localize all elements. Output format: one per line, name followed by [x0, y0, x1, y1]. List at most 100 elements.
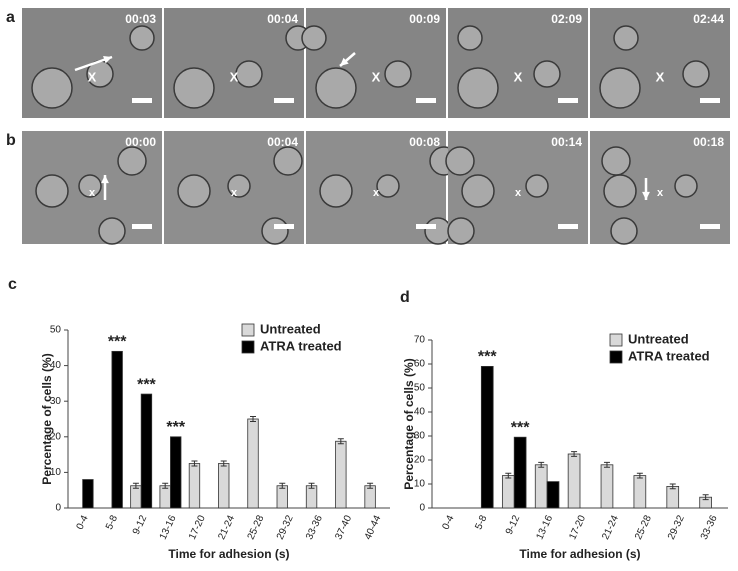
bar [513, 436, 527, 509]
cell [376, 174, 400, 198]
cell [235, 60, 263, 88]
x-tick-label: 29-32 [275, 513, 296, 541]
y-tick-label: 20 [50, 431, 62, 442]
significance-label: *** [511, 419, 530, 436]
y-axis-title: Percentage of cells (%) [402, 358, 416, 489]
scale-bar [274, 98, 294, 103]
bar [140, 393, 153, 509]
cell [98, 217, 126, 245]
cell [613, 25, 639, 51]
cell [601, 146, 631, 176]
bar [247, 418, 259, 509]
cell [384, 60, 412, 88]
cell [261, 217, 289, 245]
x-axis-title: Time for adhesion (s) [168, 547, 289, 561]
cell [682, 60, 710, 88]
timestamp: 00:14 [551, 135, 582, 149]
scale-bar [132, 98, 152, 103]
cell [31, 67, 73, 109]
bar [159, 485, 171, 509]
x-tick-label: 29-32 [666, 513, 687, 541]
significance-label: *** [137, 376, 156, 393]
error-bar [337, 438, 344, 445]
x-tick-label: 9-12 [504, 513, 523, 536]
x-tick-label: 25-28 [633, 513, 654, 541]
x-tick-label: 17-20 [187, 513, 208, 541]
bar [600, 464, 614, 509]
bar [567, 453, 581, 509]
scale-bar [700, 224, 720, 229]
x-tick-label: 17-20 [567, 513, 588, 541]
y-tick-label: 60 [414, 359, 426, 370]
cell [35, 174, 69, 208]
x-tick-label: 5-8 [473, 513, 489, 531]
arrow-head [340, 57, 349, 66]
error-bar [505, 472, 512, 479]
cell-marker: x [231, 187, 238, 199]
cell [129, 25, 155, 51]
cell-marker: x [373, 187, 380, 199]
y-tick-label: 70 [414, 335, 426, 346]
x-axis-title: Time for adhesion (s) [519, 547, 640, 561]
x-tick-label: 21-24 [600, 513, 621, 541]
cell-marker: X [372, 69, 381, 84]
bar [276, 485, 288, 509]
legend-swatch [241, 340, 255, 354]
cell [525, 174, 549, 198]
x-tick-label: 25-28 [246, 513, 267, 541]
cell [301, 25, 327, 51]
scale-bar [274, 224, 294, 229]
cell [424, 217, 452, 245]
cell-marker: x [89, 187, 96, 199]
scale-bar [558, 224, 578, 229]
error-bar [191, 460, 198, 467]
x-tick-label: 37-40 [333, 513, 354, 541]
legend-swatch [609, 350, 623, 364]
cell [674, 174, 698, 198]
error-bar [367, 482, 374, 489]
panel-label: b [6, 132, 16, 149]
x-tick-label: 9-12 [131, 513, 150, 536]
y-axis-title: Percentage of cells (%) [40, 353, 54, 484]
cell [315, 67, 357, 109]
error-bar [636, 472, 643, 479]
scale-bar [416, 224, 436, 229]
error-bar [279, 482, 286, 489]
error-bar [669, 483, 676, 490]
cell [603, 174, 637, 208]
panel-label: a [6, 9, 15, 26]
y-tick-label: 30 [50, 396, 62, 407]
timestamp: 00:04 [267, 12, 298, 26]
bar [666, 485, 680, 509]
scale-bar [700, 98, 720, 103]
error-bar [250, 416, 257, 422]
cell [610, 217, 638, 245]
y-tick-label: 50 [414, 383, 426, 394]
legend-swatch [241, 323, 255, 337]
error-bar [538, 461, 545, 468]
cell [173, 67, 215, 109]
significance-label: *** [108, 334, 127, 351]
error-bar [603, 461, 610, 468]
cell [319, 174, 353, 208]
cell [533, 60, 561, 88]
timestamp: 02:44 [693, 12, 724, 26]
cell [457, 25, 483, 51]
legend-label: ATRA treated [260, 338, 342, 353]
x-tick-label: 40-44 [363, 513, 384, 541]
x-tick-label: 13-16 [534, 513, 555, 541]
cell-marker: X [656, 69, 665, 84]
bar [480, 365, 494, 509]
cell [273, 146, 303, 176]
error-bar [132, 482, 139, 489]
arrow-head [103, 55, 112, 64]
bar [82, 479, 94, 509]
cell-marker: x [657, 187, 664, 199]
cell [445, 146, 475, 176]
panel-label: c [8, 276, 17, 293]
bar [633, 475, 647, 509]
x-tick-label: 0-4 [440, 513, 456, 531]
cell [227, 174, 251, 198]
cell [599, 67, 641, 109]
